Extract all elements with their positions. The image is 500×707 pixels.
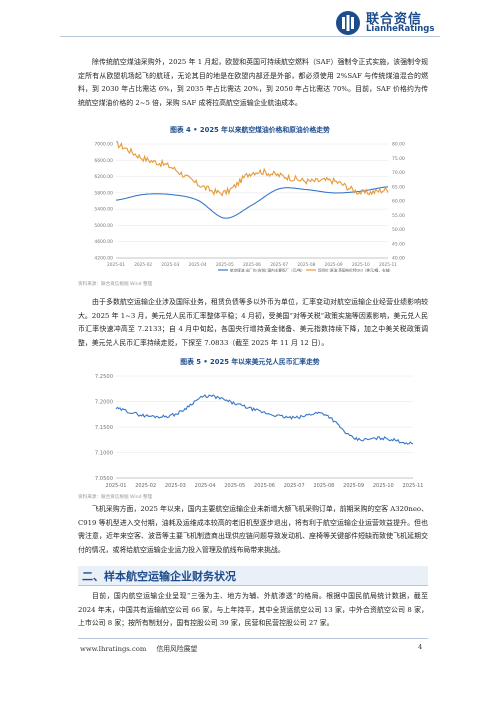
y-right-tick-label: 65.00 <box>392 184 405 190</box>
x-tick-label: 2025-02 <box>134 262 152 268</box>
x-tick-label: 2025-06 <box>243 262 261 268</box>
y-left-tick-label: 6600.00 <box>94 158 113 164</box>
y-tick-label: 7.1500 <box>95 425 113 431</box>
section-title: 二、样本航空运输企业财务状况 <box>82 570 236 583</box>
y-right-tick-label: 40.00 <box>392 256 405 262</box>
logo-english-name: LianheRatings <box>366 24 435 34</box>
x-tick-label: 2025-08 <box>313 483 334 489</box>
series-jet-fuel-line <box>115 186 389 219</box>
logo-chinese-name: 联合资信 <box>366 12 423 27</box>
page-number: 4 <box>418 643 423 651</box>
x-tick-label: 2025-05 <box>224 483 245 489</box>
figure5-source: 资料来源：联合资信根据 Wind 整理 <box>78 495 153 500</box>
footer-slogan: 信用风险展望 <box>156 645 198 653</box>
y-left-tick-label: 4600.00 <box>94 239 113 245</box>
series-brent-crude-line <box>115 141 389 197</box>
paragraph-industry-structure: 目前，国内航空运输企业呈现“三强为主、地方为辅、外航渗透”的格局。根据中国民航局… <box>78 592 428 628</box>
x-tick-label: 2025-02 <box>135 483 156 489</box>
x-tick-label: 2025-11 <box>403 483 424 489</box>
x-tick-label: 2025-07 <box>270 262 288 268</box>
y-left-tick-label: 5800.00 <box>94 190 113 196</box>
footer-divider <box>78 638 428 639</box>
x-tick-label: 2025-10 <box>373 483 394 489</box>
y-left-tick-label: 4200.00 <box>94 256 113 262</box>
page-header: 联合资信 LianheRatings <box>0 0 500 44</box>
figure5-title: 图表 5 • 2025 年以来美元兑人民币汇率走势 <box>180 358 320 366</box>
y-tick-label: 7.2500 <box>95 374 113 380</box>
x-tick-label: 2025-04 <box>195 483 216 489</box>
legend-label: 航空煤油:出厂价(含税):国内主要炼厂（元/吨） <box>230 268 305 273</box>
footer-site-slogan: www.lhratings.com 信用风险展望 <box>80 643 197 653</box>
x-tick-label: 2025-03 <box>165 483 186 489</box>
paragraph-aircraft-procurement: 飞机采购方面，2025 年以来，国内主要航空运输企业未新增大额飞机采购订单，前期… <box>78 505 428 555</box>
y-right-tick-label: 75.00 <box>392 156 405 162</box>
x-tick-label: 2025-05 <box>216 262 234 268</box>
y-tick-label: 7.0500 <box>95 476 113 482</box>
y-left-tick-label: 5000.00 <box>94 223 113 229</box>
x-tick-label: 2025-08 <box>297 262 315 268</box>
x-tick-label: 2025-01 <box>106 483 127 489</box>
x-tick-label: 2025-06 <box>254 483 275 489</box>
y-right-tick-label: 70.00 <box>392 170 405 176</box>
legend-label: 现货价:原油:英国布伦特Dtd（美元/桶，右轴） <box>318 268 393 273</box>
paragraph-exchange-rate: 由于多数航空运输企业涉及国际业务，租赁负债等多以外币为单位，汇率变动对航空运输企… <box>78 298 428 348</box>
x-tick-label: 2025-03 <box>161 262 179 268</box>
y-right-tick-label: 80.00 <box>392 142 405 148</box>
footer-site: www.lhratings.com <box>80 645 147 653</box>
y-right-tick-label: 55.00 <box>392 213 405 219</box>
header-divider <box>60 36 440 37</box>
figure4-source: 资料来源：联合资信根据 Wind 整理 <box>78 282 153 287</box>
y-right-tick-label: 60.00 <box>392 199 405 205</box>
x-tick-label: 2025-10 <box>352 262 370 268</box>
figure4-title: 图表 4 • 2025 年以来航空煤油价格和原油价格走势 <box>170 126 330 134</box>
y-left-tick-label: 7000.00 <box>94 142 113 148</box>
y-right-tick-label: 50.00 <box>392 227 405 233</box>
figure4-chart: 7000.00 6600.00 6200.00 5800.00 5400.00 5000.… <box>94 141 405 273</box>
y-right-tick-label: 45.00 <box>392 241 405 247</box>
section-heading: 二、样本航空运输企业财务状况 <box>78 566 428 586</box>
company-logo-icon <box>336 11 360 35</box>
x-tick-label: 2025-01 <box>107 262 125 268</box>
y-left-tick-label: 6200.00 <box>94 174 113 180</box>
x-tick-label: 2025-09 <box>343 483 364 489</box>
y-tick-label: 7.1000 <box>95 450 113 456</box>
paragraph-saf: 除传统航空煤油采购外，2025 年 1 月起，欧盟和英国可持续航空燃料（SAF）… <box>78 58 428 108</box>
x-tick-label: 2025-11 <box>379 262 397 268</box>
x-tick-label: 2025-04 <box>189 262 207 268</box>
x-tick-label: 2025-07 <box>284 483 305 489</box>
y-left-tick-label: 5400.00 <box>94 207 113 213</box>
series-usdcny-line <box>115 394 414 445</box>
y-tick-label: 7.2000 <box>95 399 113 405</box>
x-tick-label: 2025-09 <box>325 262 343 268</box>
